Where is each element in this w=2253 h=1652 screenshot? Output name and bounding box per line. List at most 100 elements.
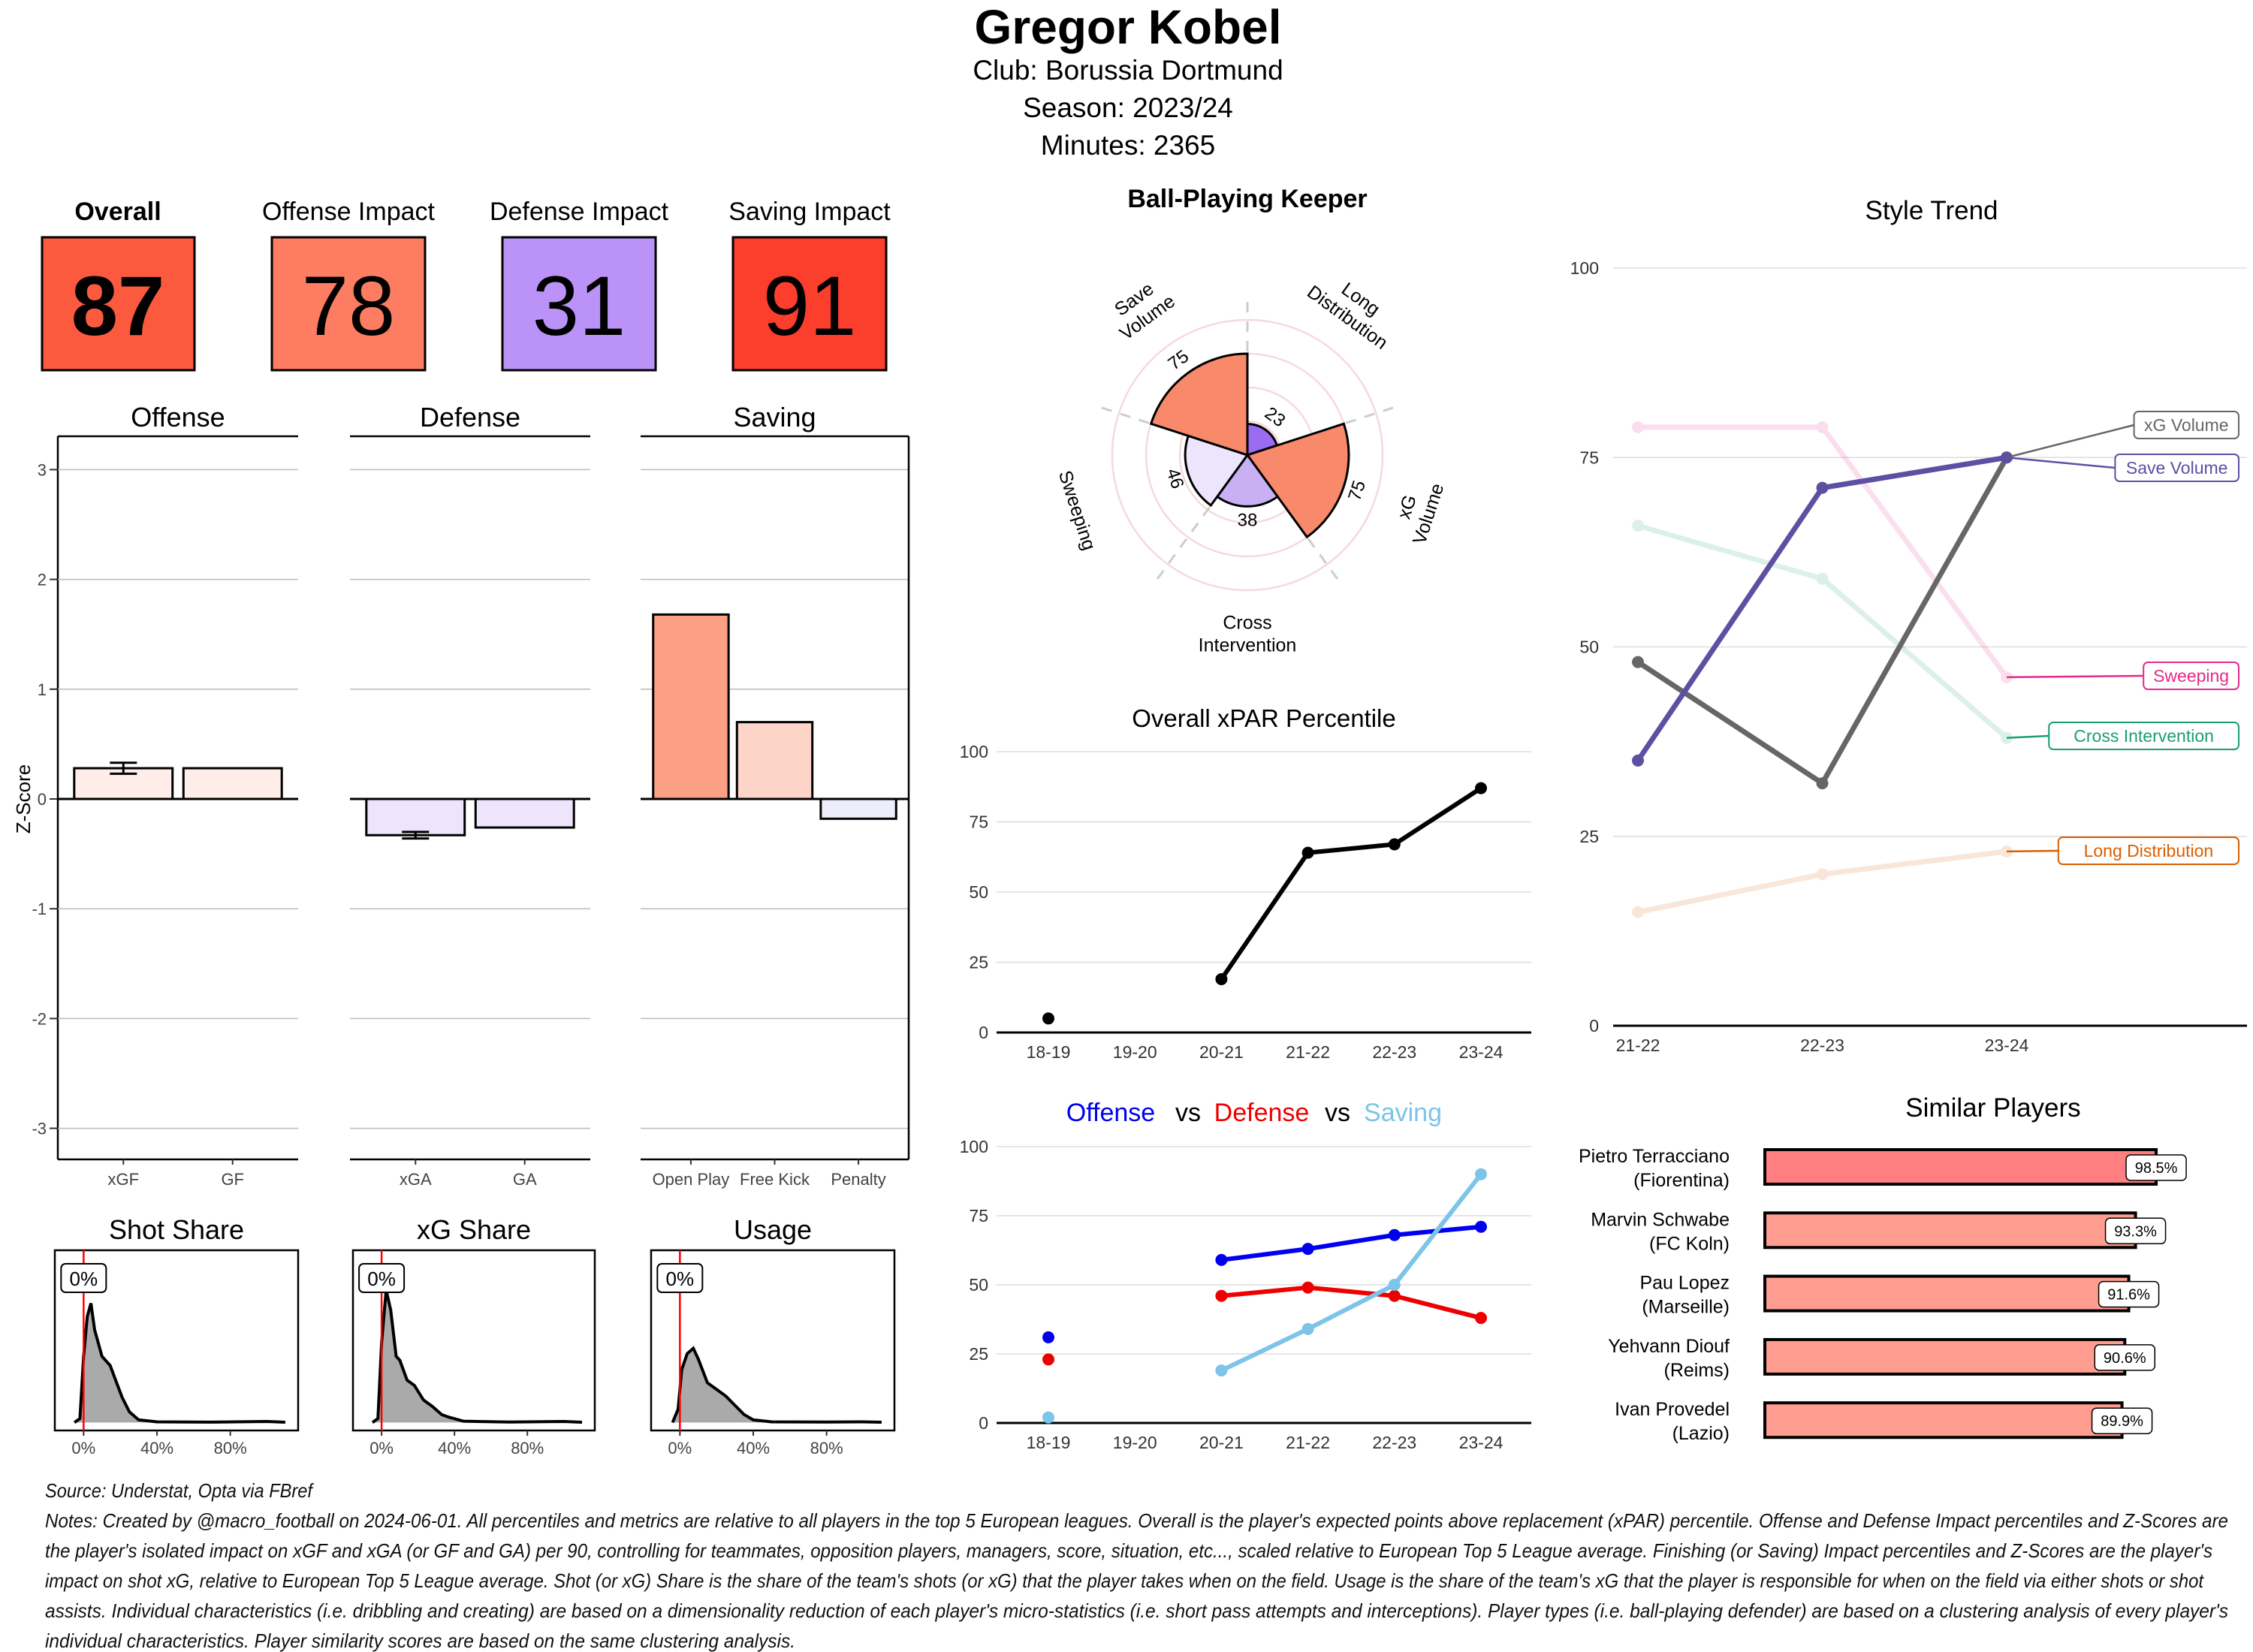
- tile-offense-impact: [270, 236, 427, 372]
- series-line: [1637, 849, 2007, 915]
- data-point: [1632, 906, 1644, 918]
- series-xg-volume: [1632, 451, 2013, 790]
- y-tick-label: -1: [32, 900, 47, 918]
- wedge-sweeping: [1184, 434, 1250, 508]
- y-axis-label: Z-Score: [12, 764, 35, 834]
- player-name: Yehvann Diouf: [1608, 1336, 1730, 1357]
- player-value-label: 0%: [70, 1268, 98, 1290]
- data-point: [1475, 1168, 1487, 1180]
- player-club: (Marseille): [1642, 1297, 1730, 1318]
- similarity-label-box: [2094, 1344, 2156, 1371]
- similarity-label: 98.5%: [2135, 1160, 2178, 1177]
- y-tick-label: 75: [969, 812, 988, 832]
- panel-title: Saving: [733, 402, 816, 433]
- x-tick-label: Penalty: [831, 1170, 885, 1189]
- series-label-save-volume: Save Volume: [2006, 454, 2239, 482]
- panel-title: Offense: [131, 402, 225, 433]
- y-tick-label: -3: [32, 1120, 47, 1138]
- x-tick-label: 21-22: [1616, 1036, 1660, 1055]
- player-value-label: 0%: [367, 1268, 396, 1290]
- x-tick-label: 21-22: [1286, 1433, 1330, 1452]
- series-line: [1221, 1224, 1482, 1262]
- tile-label-overall: Overall: [74, 197, 161, 226]
- similarity-bar: [1763, 1211, 2137, 1250]
- density-line: [671, 1346, 882, 1424]
- source-text: Source: Understat, Opta via FBref: [45, 1479, 315, 1502]
- chart-title: Overall xPAR Percentile: [1132, 704, 1396, 732]
- zscore-panel-offense: Offense xGF GF: [58, 402, 298, 1189]
- style-trend-chart: Style Trend 0 25 50 75 100 21-22 22-23 23-24 Swee…: [1570, 196, 2247, 1055]
- data-point: [1215, 1364, 1228, 1377]
- zscore-chart: Z-Score 3 2 1 0 -1 -2 -3 Offense xGF GF Defense xGA G…: [12, 402, 910, 1189]
- data-point: [1215, 1289, 1228, 1302]
- series-label: Sweeping: [2153, 666, 2229, 686]
- wedge-value-label: 38: [1238, 511, 1258, 531]
- notes-line: the player's isolated impact on xGF and …: [45, 1539, 2212, 1562]
- data-point: [1215, 972, 1228, 985]
- chart-title-part: vs: [1325, 1099, 1350, 1127]
- similar-player-row: Marvin Schwabe (FC Koln) 93.3%: [1591, 1209, 2167, 1254]
- data-point: [1215, 1253, 1228, 1266]
- x-tick-label: xGF: [107, 1170, 139, 1189]
- tile-label-offense: Offense Impact: [262, 197, 435, 226]
- impact-tiles: Overall Offense Impact Defense Impact Sa…: [41, 197, 891, 372]
- style-radar-chart: Ball-Playing Keeper23LongDistribution75x…: [1054, 185, 1449, 656]
- similarity-label-box: [2104, 1217, 2167, 1245]
- y-tick-label: 50: [1579, 638, 1599, 657]
- label-box: [2114, 454, 2239, 482]
- data-point: [1388, 1289, 1401, 1302]
- series-line: [1042, 782, 1487, 1025]
- y-tick-label: 75: [969, 1206, 988, 1225]
- series-line: [1221, 1285, 1482, 1321]
- tile-value-defense: 31: [532, 259, 626, 353]
- y-tick-label: 0: [38, 790, 47, 809]
- notes-line: individual characteristics. Player simil…: [45, 1629, 795, 1652]
- similarity-label: 91.6%: [2107, 1287, 2150, 1304]
- zscore-panel-saving: Saving Open Play Free Kick Penalty: [641, 402, 910, 1189]
- series-line: [1220, 1172, 1483, 1373]
- data-point: [1388, 1228, 1401, 1241]
- series-line: [1638, 424, 2009, 679]
- tile-value-overall: 87: [71, 259, 165, 353]
- label-connector: [2006, 424, 2134, 459]
- data-point: [1042, 1411, 1054, 1424]
- chart-title-part: vs: [1175, 1099, 1201, 1127]
- bar-open-play: [652, 613, 730, 800]
- player-value-label-box: [656, 1263, 704, 1293]
- bar-free-kick: [735, 721, 814, 800]
- x-tick-label: 40%: [140, 1439, 173, 1458]
- similarity-label-box: [2125, 1154, 2187, 1181]
- x-tick-label: GF: [221, 1170, 244, 1189]
- x-tick-label: Free Kick: [740, 1170, 810, 1189]
- label-connector: [2006, 457, 2116, 469]
- x-tick-label: 21-22: [1286, 1042, 1330, 1062]
- data-point: [1632, 656, 1644, 668]
- chart-title: Style Trend: [1865, 196, 1998, 225]
- data-point: [1042, 1331, 1054, 1343]
- player-value-label-box: [60, 1263, 107, 1293]
- x-tick-label: 22-23: [1800, 1036, 1844, 1055]
- y-tick-label: 1: [38, 680, 47, 699]
- wedge-cross-intervention: [1215, 453, 1280, 508]
- wedge-value-label: 75: [1344, 478, 1370, 504]
- label-connector: [2006, 734, 2049, 739]
- chart-title-part: Offense: [1066, 1099, 1155, 1127]
- data-point: [1475, 782, 1487, 794]
- x-tick-label: 0%: [369, 1439, 394, 1458]
- wedge-value-label: 75: [1165, 346, 1193, 375]
- y-tick-label: 50: [969, 882, 988, 902]
- chart-title-part: Saving: [1364, 1099, 1442, 1127]
- panel-title: Defense: [420, 402, 520, 433]
- tile-label-defense: Defense Impact: [490, 197, 669, 226]
- density-area: [672, 1348, 882, 1423]
- data-point: [1816, 572, 1829, 585]
- player-club: (Reims): [1664, 1360, 1730, 1381]
- similarity-label: 89.9%: [2101, 1413, 2143, 1430]
- chart-title-part: Defense: [1214, 1099, 1310, 1127]
- x-tick-label: 20-21: [1199, 1433, 1244, 1452]
- similarity-bar: [1763, 1401, 2124, 1439]
- chart-title: Similar Players: [1905, 1093, 2080, 1123]
- x-tick-label: xGA: [400, 1170, 432, 1189]
